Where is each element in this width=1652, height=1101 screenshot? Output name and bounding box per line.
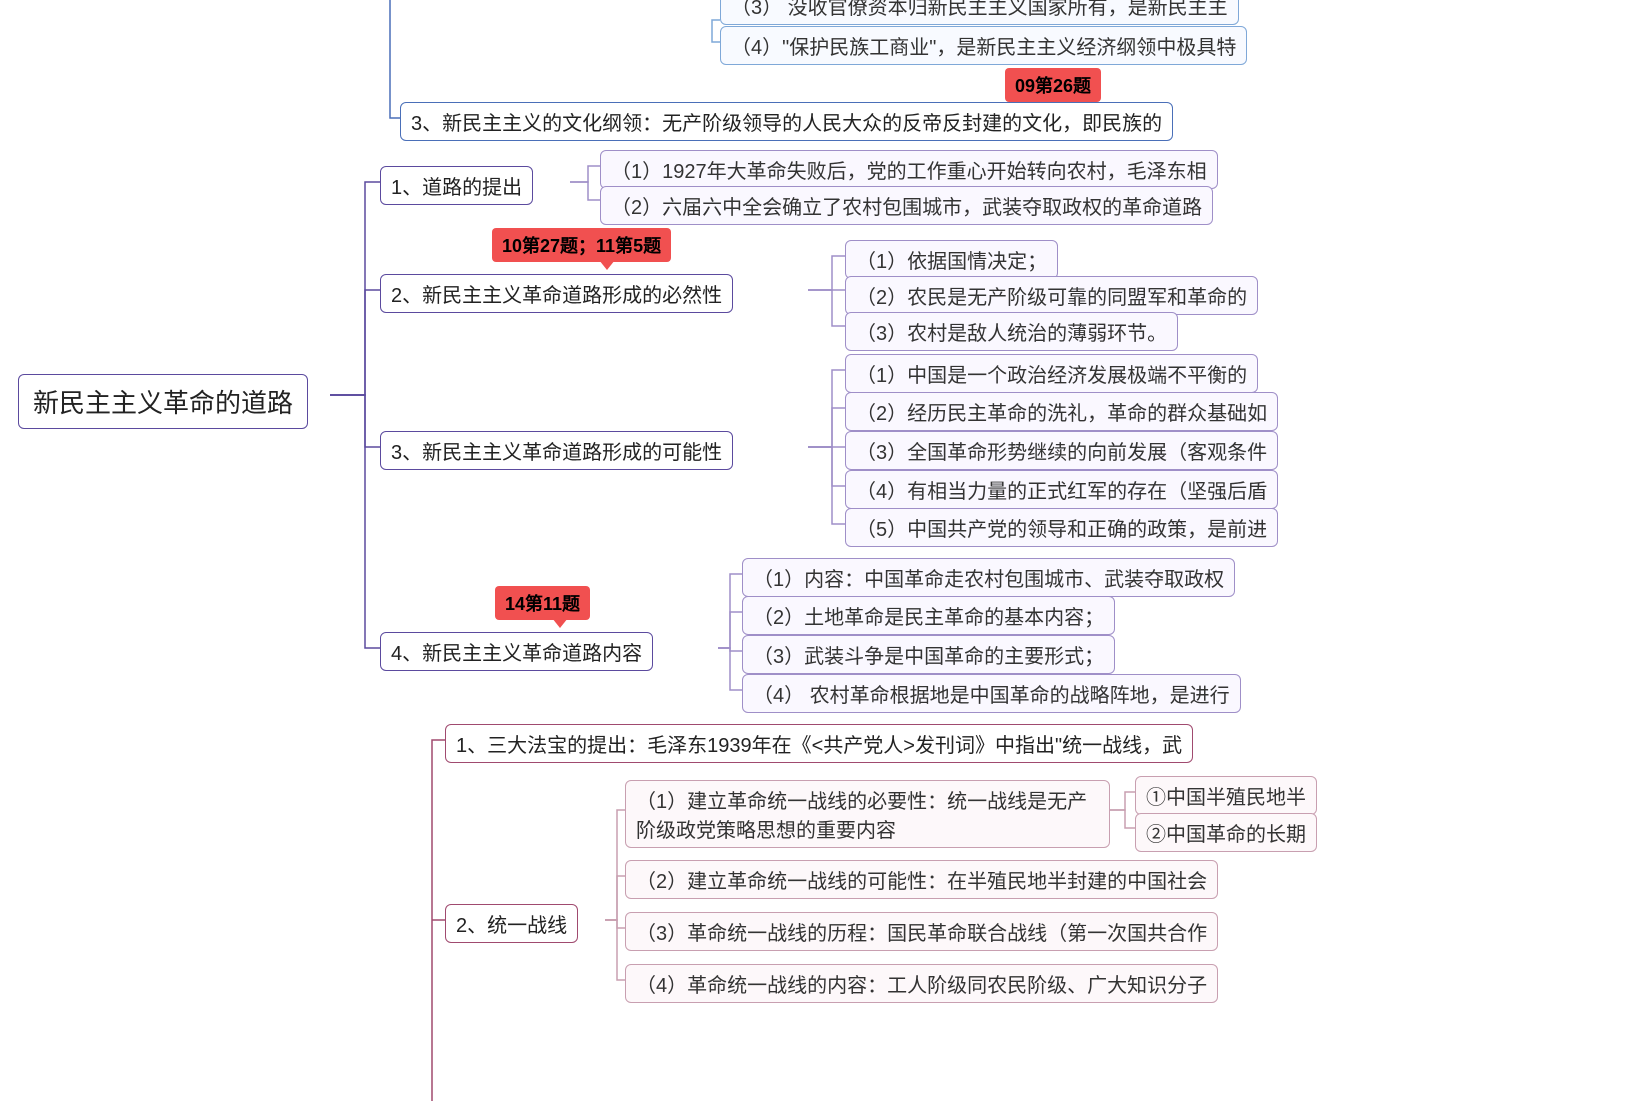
branch-2: 2、新民主主义革命道路形成的必然性 [380, 274, 733, 313]
maroon-b2-leaf3: （3）革命统一战线的历程：国民革命联合战线（第一次国共合作 [625, 912, 1218, 951]
maroon-b2-leaf1-sub2: ②中国革命的长期 [1135, 813, 1317, 852]
branch1-leaf2: （2）六届六中全会确立了农村包围城市，武装夺取政权的革命道路 [600, 186, 1213, 225]
maroon-b2-leaf1-sub1: ①中国半殖民地半 [1135, 776, 1317, 815]
maroon-b2: 2、统一战线 [445, 904, 578, 943]
branch3-leaf5: （5）中国共产党的领导和正确的政策，是前进 [845, 508, 1278, 547]
branch4-leaf2: （2）土地革命是民主革命的基本内容； [742, 596, 1115, 635]
branch4-leaf4: （4） 农村革命根据地是中国革命的战略阵地，是进行 [742, 674, 1241, 713]
branch1-leaf1: （1）1927年大革命失败后，党的工作重心开始转向农村，毛泽东相 [600, 150, 1218, 189]
branch3-leaf4: （4）有相当力量的正式红军的存在（坚强后盾 [845, 470, 1278, 509]
branch-3: 3、新民主主义革命道路形成的可能性 [380, 431, 733, 470]
callout-14-11: 14第11题 [495, 586, 590, 620]
root-node: 新民主主义革命的道路 [18, 374, 308, 429]
node-culture: 3、新民主主义的文化纲领：无产阶级领导的人民大众的反帝反封建的文化，即民族的 [400, 102, 1173, 141]
maroon-b2-leaf2: （2）建立革命统一战线的可能性：在半殖民地半封建的中国社会 [625, 860, 1218, 899]
branch4-leaf1: （1）内容：中国革命走农村包围城市、武装夺取政权 [742, 558, 1235, 597]
callout-10-27-11-5: 10第27题；11第5题 [492, 228, 671, 262]
callout-09-26: 09第26题 [1005, 68, 1101, 102]
branch2-leaf1: （1）依据国情决定； [845, 240, 1058, 279]
branch-4: 4、新民主主义革命道路内容 [380, 632, 653, 671]
branch2-leaf2: （2）农民是无产阶级可靠的同盟军和革命的 [845, 276, 1258, 315]
branch4-leaf3: （3）武装斗争是中国革命的主要形式； [742, 635, 1115, 674]
leaf-econ-3: （3） 没收官僚资本归新民主主义国家所有，是新民主主 [720, 0, 1239, 25]
branch2-leaf3: （3）农村是敌人统治的薄弱环节。 [845, 312, 1178, 351]
maroon-b2-leaf1: （1）建立革命统一战线的必要性：统一战线是无产阶级政党策略思想的重要内容 [625, 780, 1110, 848]
branch3-leaf3: （3）全国革命形势继续的向前发展（客观条件 [845, 431, 1278, 470]
branch3-leaf2: （2）经历民主革命的洗礼，革命的群众基础如 [845, 392, 1278, 431]
branch-1: 1、道路的提出 [380, 166, 533, 205]
maroon-b1: 1、三大法宝的提出：毛泽东1939年在《<共产党人>发刊词》中指出"统一战线，武 [445, 724, 1193, 763]
leaf-econ-4: （4）"保护民族工商业"，是新民主主义经济纲领中极具特 [720, 26, 1247, 65]
maroon-b2-leaf4: （4）革命统一战线的内容：工人阶级同农民阶级、广大知识分子 [625, 964, 1218, 1003]
branch3-leaf1: （1）中国是一个政治经济发展极端不平衡的 [845, 354, 1258, 393]
